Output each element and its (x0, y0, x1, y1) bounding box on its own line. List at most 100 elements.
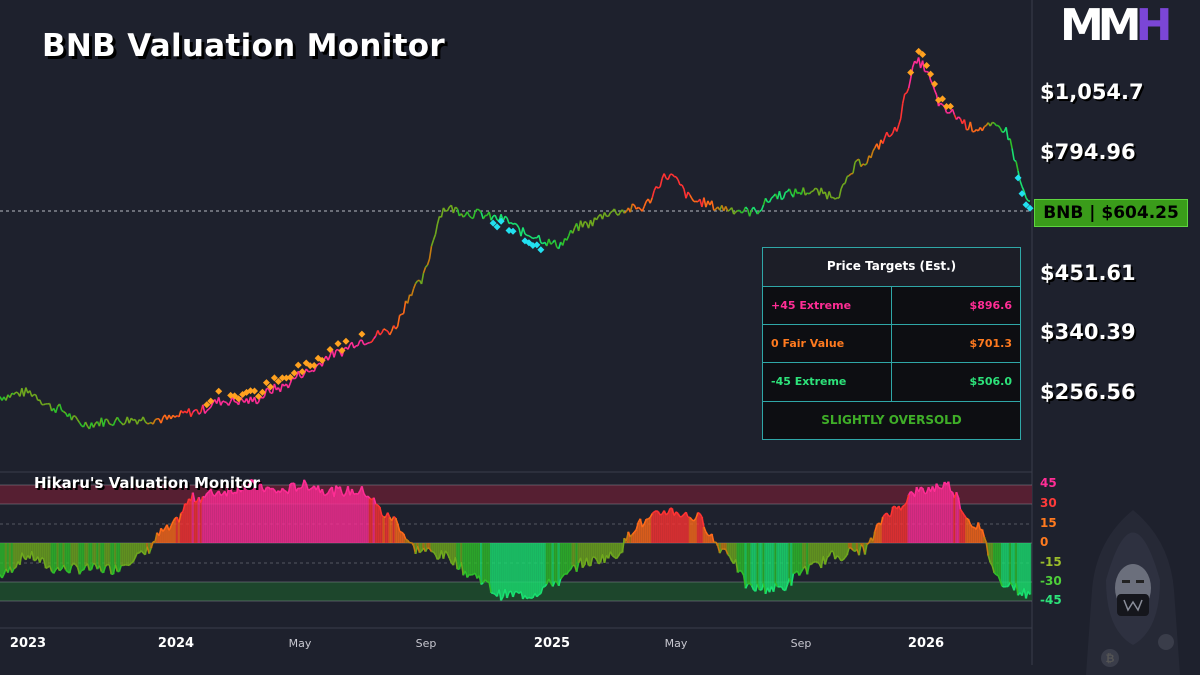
oscillator-segment (416, 545, 421, 553)
oscillator-segment (589, 556, 594, 567)
oscillator-bar (261, 489, 264, 543)
oscillator-bar (835, 543, 839, 556)
oscillator-bar (684, 512, 688, 543)
oscillator-bar (1016, 543, 1020, 596)
price-segment (603, 211, 608, 217)
oscillator-bar (694, 518, 698, 543)
oscillator-segment (102, 566, 107, 574)
price-segment (911, 60, 916, 68)
price-segment (834, 197, 838, 200)
oscillator-segment (295, 487, 299, 493)
oscillator-bar (229, 489, 232, 543)
oscillator-bar (344, 492, 348, 543)
oscillator-segment (667, 508, 671, 514)
oscillator-segment (305, 483, 309, 491)
oscillator-bar (122, 543, 125, 566)
logo-text-purple: H (1135, 0, 1173, 51)
price-targets-table: Price Targets (Est.) +45 Extreme $896.6 … (762, 247, 1021, 440)
oscillator-bar (770, 543, 773, 587)
oscillator-bar (692, 520, 696, 543)
oscillator-bar (827, 543, 831, 556)
target-value: $506.0 (969, 375, 1012, 388)
oscillator-bar (307, 490, 310, 543)
oscillator-segment (309, 487, 313, 490)
price-segment (745, 206, 749, 210)
oscillator-segment (401, 531, 405, 535)
price-segment (553, 239, 558, 248)
oscillator-bar (879, 524, 883, 543)
oscillator-segment (629, 534, 633, 538)
price-segment (414, 280, 419, 284)
oscillator-bar (762, 543, 765, 584)
oscillator-bar (106, 543, 109, 565)
oscillator-bar (557, 543, 560, 586)
oscillator-bar (905, 502, 908, 543)
oscillator-segment (615, 555, 620, 560)
oscillator-bar (414, 543, 417, 554)
oscillator-segment (130, 561, 134, 564)
price-segment (617, 211, 622, 216)
oscillator-bar (1006, 543, 1010, 587)
oscillator-bar (825, 543, 829, 558)
oscillator-bar (263, 492, 266, 543)
oscillator-segment (774, 582, 779, 588)
oscillator-bar (489, 543, 493, 593)
oscillator-bar (197, 497, 201, 543)
oscillator-segment (703, 526, 707, 533)
price-segment (781, 197, 784, 201)
oscillator-segment (168, 525, 172, 532)
price-segment (548, 238, 552, 245)
price-segment (462, 214, 466, 218)
price-segment (1009, 138, 1013, 149)
oscillator-bar (597, 543, 600, 564)
price-axis-label: $451.61 (1040, 261, 1136, 285)
oscillator-segment (699, 513, 703, 518)
oscillator-bar (656, 511, 660, 543)
oscillator-segment (983, 536, 988, 543)
oscillator-bar (233, 492, 236, 543)
oscillator-bar (724, 543, 727, 550)
overbought-marker (258, 388, 266, 396)
price-segment (538, 234, 542, 243)
osc-level-label: 30 (1040, 496, 1057, 510)
oscillator-bar (674, 511, 678, 543)
oscillator-bar (989, 543, 992, 563)
oscillator-bar (130, 543, 133, 564)
oscillator-bar (523, 543, 527, 596)
oscillator-bar (654, 510, 658, 543)
oscillator-segment (1, 573, 5, 579)
oscillator-bar (187, 498, 191, 543)
oscillator-segment (905, 494, 910, 503)
oscillator-bar (183, 503, 187, 543)
price-segment (806, 192, 810, 195)
oscillator-bar (748, 543, 751, 584)
oscillator-segment (832, 551, 836, 560)
oscillator-bar (529, 543, 533, 599)
overbought-marker (318, 356, 326, 364)
price-segment (514, 222, 518, 226)
price-segment (808, 191, 812, 195)
oscillator-bar (603, 543, 606, 563)
oscillator-bar (44, 543, 47, 569)
oscillator-bar (949, 491, 952, 543)
price-segment (1011, 148, 1015, 161)
oscillator-bar (786, 543, 789, 585)
price-segment (993, 122, 997, 127)
oscillator-segment (858, 544, 862, 556)
oscillator-bar (742, 543, 745, 576)
price-segment (759, 209, 763, 213)
oscillator-bar (10, 543, 14, 573)
oscillator-bar (998, 543, 1002, 581)
oscillator-segment (756, 583, 761, 591)
price-segment (999, 127, 1003, 133)
price-segment (301, 373, 305, 379)
oscillator-segment (396, 523, 401, 532)
oscillator-bar (58, 543, 61, 571)
oscillator-segment (271, 487, 275, 491)
oscillator-bar (235, 493, 238, 543)
oscillator-bar (436, 543, 439, 560)
price-segment (896, 124, 900, 132)
oscillator-bar (776, 543, 779, 587)
oscillator-bar (845, 543, 849, 555)
price-segment (854, 159, 858, 163)
